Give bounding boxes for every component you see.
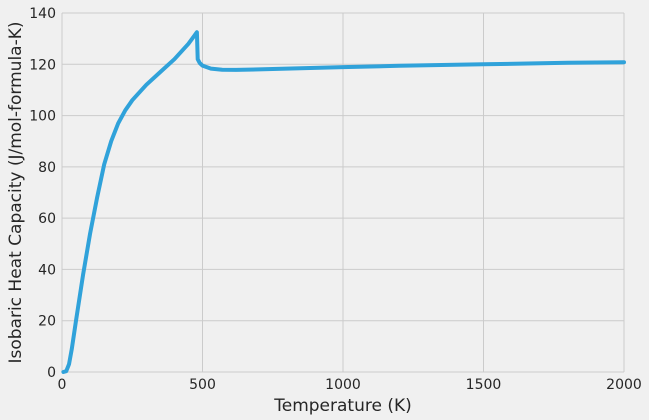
y-tick-label: 60 [38,211,56,227]
x-tick-label: 1000 [325,377,361,393]
x-tick-label: 1500 [466,377,502,393]
x-tick-label: 2000 [606,377,642,393]
grid-lines [61,12,625,373]
x-tick-label: 500 [189,377,216,393]
tick-labels: 0 500 1000 1500 2000 0 20 40 60 80 100 120 140 [29,6,642,393]
y-tick-label: 120 [29,57,56,73]
series-line [61,30,626,374]
x-tick-label: 0 [58,377,67,393]
y-tick-label: 100 [29,109,56,125]
y-tick-label: 0 [47,365,56,381]
y-axis-label: Isobaric Heat Capacity (J/mol-formula-K) [6,21,26,363]
y-tick-label: 140 [29,6,56,22]
series-lines [61,30,626,374]
y-tick-label: 80 [38,160,56,176]
y-tick-label: 20 [38,314,56,330]
x-axis-label: Temperature (K) [273,396,412,416]
y-tick-label: 40 [38,262,56,278]
